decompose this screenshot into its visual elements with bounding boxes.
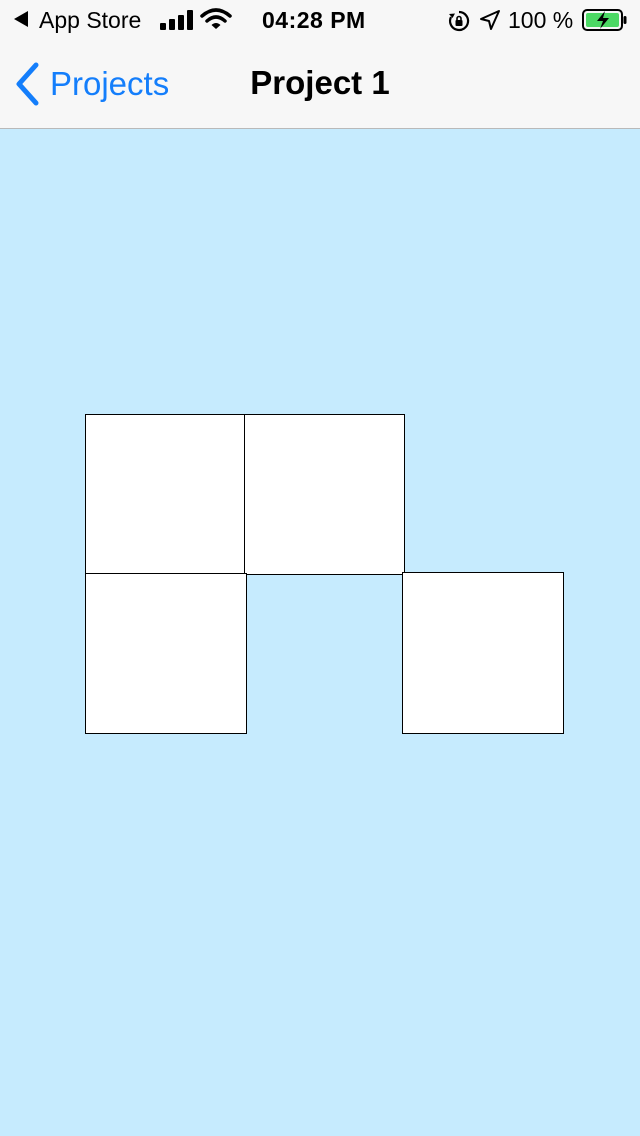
page-title: Project 1: [250, 64, 390, 101]
cellular-signal-icon: [160, 10, 194, 30]
back-triangle-icon[interactable]: [14, 11, 28, 27]
back-button[interactable]: Projects: [14, 60, 169, 108]
top-bar: App Store 04:28 PM: [0, 0, 640, 129]
status-time: 04:28 PM: [262, 7, 366, 33]
battery-charging-icon: [582, 9, 627, 31]
orientation-lock-icon: [448, 10, 470, 32]
status-bar: App Store 04:28 PM: [0, 0, 640, 40]
grid-tile[interactable]: [85, 414, 245, 574]
battery-percent: 100 %: [508, 7, 574, 33]
grid-tile[interactable]: [402, 572, 564, 734]
location-arrow-icon: [480, 10, 500, 30]
back-button-label: Projects: [50, 65, 170, 102]
back-to-app-label[interactable]: App Store: [39, 7, 142, 33]
wifi-icon: [200, 8, 232, 29]
grid-tile[interactable]: [85, 573, 247, 734]
grid-tile[interactable]: [244, 414, 405, 575]
chevron-left-icon: [16, 62, 39, 106]
